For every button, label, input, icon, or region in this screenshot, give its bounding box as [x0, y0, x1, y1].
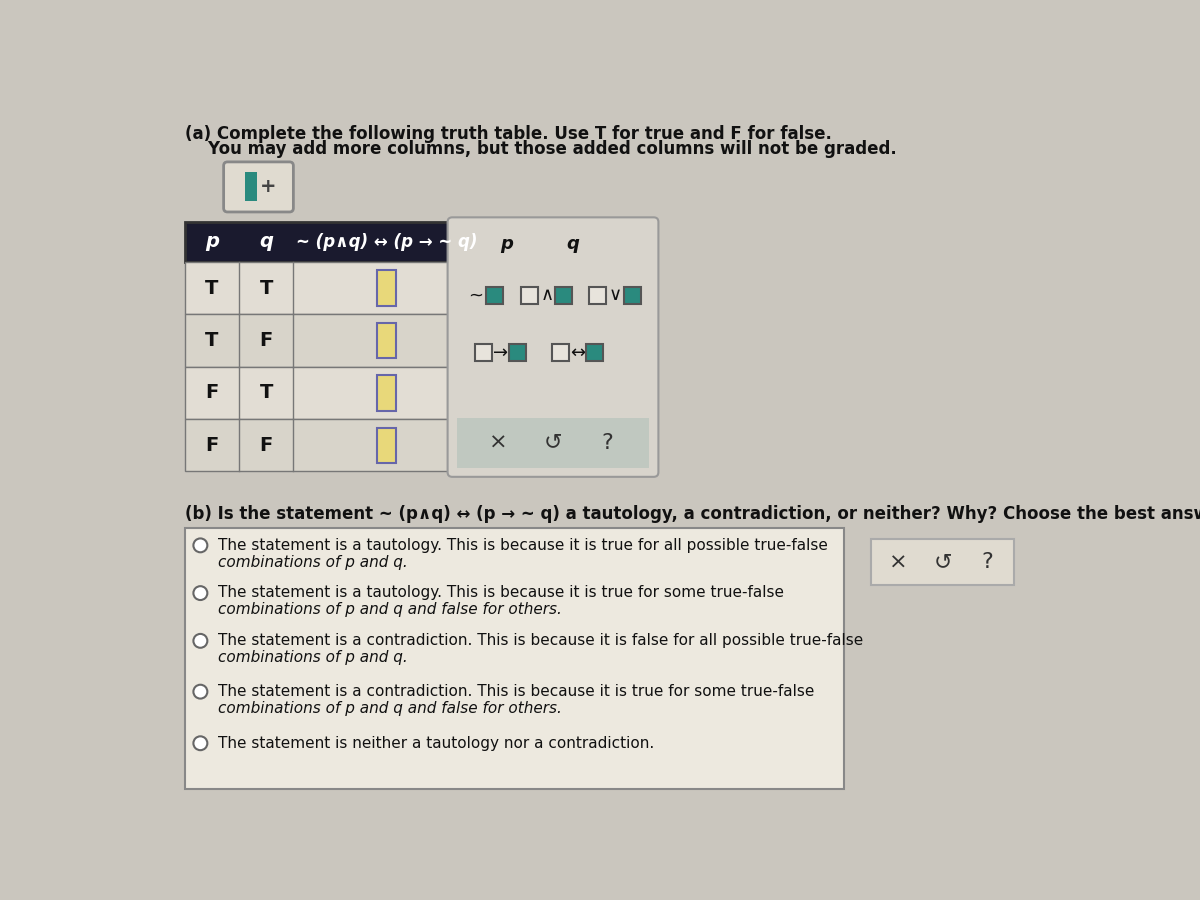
Bar: [377, 428, 396, 463]
Text: T: T: [259, 383, 272, 402]
Text: ∨: ∨: [608, 286, 622, 304]
Text: The statement is a tautology. This is because it is true for some true-false: The statement is a tautology. This is be…: [218, 585, 785, 600]
Bar: [587, 345, 604, 361]
Circle shape: [193, 634, 208, 648]
Bar: [185, 366, 479, 419]
Circle shape: [193, 538, 208, 553]
Text: F: F: [259, 436, 272, 454]
Text: ?: ?: [982, 553, 992, 572]
Text: The statement is a contradiction. This is because it is false for all possible t: The statement is a contradiction. This i…: [218, 633, 864, 648]
Bar: [377, 271, 396, 306]
FancyBboxPatch shape: [223, 162, 293, 212]
Text: +: +: [259, 177, 276, 196]
Text: F: F: [205, 383, 218, 402]
Text: p: p: [500, 235, 512, 253]
Text: ×: ×: [490, 433, 508, 453]
Bar: [624, 286, 641, 303]
Text: You may add more columns, but those added columns will not be graded.: You may add more columns, but those adde…: [185, 140, 896, 158]
Bar: [871, 539, 1014, 585]
Text: q: q: [566, 235, 578, 253]
Text: F: F: [259, 331, 272, 350]
Bar: [185, 262, 479, 314]
Text: The statement is a contradiction. This is because it is true for some true-false: The statement is a contradiction. This i…: [218, 684, 815, 699]
Text: combinations of p and q.: combinations of p and q.: [218, 650, 408, 665]
Text: (b) Is the statement ~ (p∧q) ↔ (p → ~ q) a tautology, a contradiction, or neithe: (b) Is the statement ~ (p∧q) ↔ (p → ~ q)…: [185, 505, 1200, 523]
Bar: [475, 345, 492, 361]
Text: ∧: ∧: [540, 286, 553, 304]
Text: F: F: [205, 436, 218, 454]
Text: ×: ×: [888, 553, 907, 572]
Text: ~: ~: [468, 286, 482, 304]
Text: combinations of p and q.: combinations of p and q.: [218, 554, 408, 570]
Text: ?: ?: [601, 433, 613, 453]
Text: T: T: [205, 331, 218, 350]
Bar: [185, 222, 479, 262]
Circle shape: [193, 685, 208, 698]
Bar: [552, 345, 569, 361]
Text: The statement is a tautology. This is because it is true for all possible true-f: The statement is a tautology. This is be…: [218, 537, 828, 553]
Text: ~ (p∧q) ↔ (p → ~ q): ~ (p∧q) ↔ (p → ~ q): [295, 233, 478, 251]
Bar: [589, 286, 606, 303]
Bar: [245, 172, 257, 202]
Text: combinations of p and q and false for others.: combinations of p and q and false for ot…: [218, 701, 562, 716]
Bar: [486, 286, 504, 303]
Text: T: T: [259, 279, 272, 298]
Bar: [377, 375, 396, 410]
Text: T: T: [205, 279, 218, 298]
Bar: [377, 323, 396, 358]
Text: combinations of p and q and false for others.: combinations of p and q and false for ot…: [218, 602, 562, 617]
Bar: [185, 527, 844, 789]
Circle shape: [193, 586, 208, 600]
Text: p: p: [205, 232, 220, 251]
Text: The statement is neither a tautology nor a contradiction.: The statement is neither a tautology nor…: [218, 735, 654, 751]
Bar: [185, 314, 479, 366]
Bar: [457, 418, 649, 468]
Circle shape: [193, 736, 208, 751]
Text: →: →: [493, 344, 508, 362]
Bar: [556, 286, 572, 303]
Text: ↔: ↔: [570, 344, 586, 362]
Text: q: q: [259, 232, 274, 251]
Bar: [521, 286, 539, 303]
Bar: [509, 345, 526, 361]
Text: (a) Complete the following truth table. Use T for true and F for false.: (a) Complete the following truth table. …: [185, 125, 832, 143]
Bar: [185, 419, 479, 472]
FancyBboxPatch shape: [448, 217, 659, 477]
Text: ↺: ↺: [544, 433, 563, 453]
Text: ↺: ↺: [934, 553, 952, 572]
